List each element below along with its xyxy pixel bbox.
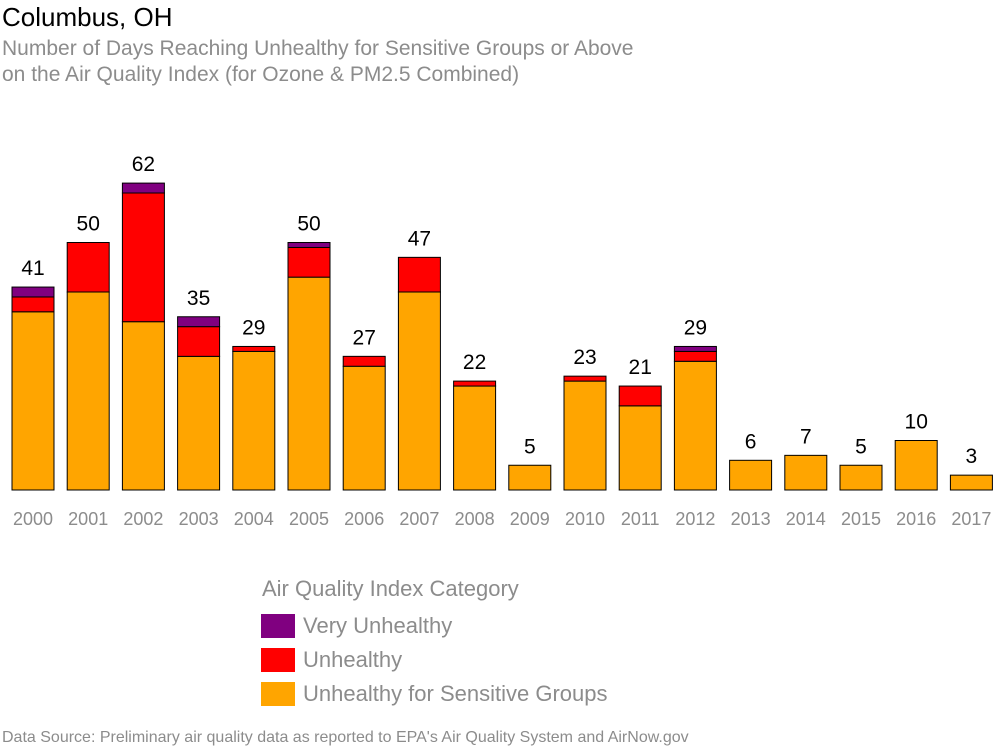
bar-segment-2016-unhealthy-for-sensitive-groups: [894, 440, 938, 491]
data-label-2015: 5: [855, 435, 867, 458]
bar-segment-2005-unhealthy-for-sensitive-groups: [287, 276, 331, 491]
bar-segment-2006-unhealthy-for-sensitive-groups: [342, 365, 386, 491]
legend-swatch-unhealthy-sensitive: [261, 682, 295, 706]
data-label-2002: 62: [132, 153, 155, 176]
bar-segment-2010-unhealthy: [563, 375, 607, 382]
data-label-2000: 41: [21, 257, 44, 280]
bar-segment-2002-unhealthy-for-sensitive-groups: [121, 321, 165, 491]
bar-segment-2003-very-unhealthy: [177, 316, 221, 328]
x-tick-label-2008: 2008: [455, 509, 495, 529]
data-label-2003: 35: [187, 287, 210, 310]
bar-segment-2007-unhealthy: [397, 256, 441, 293]
bar-segment-2012-unhealthy-for-sensitive-groups: [673, 360, 717, 491]
bar-segment-2001-unhealthy: [66, 242, 110, 293]
x-tick-label-2005: 2005: [289, 509, 329, 529]
chart-title: Columbus, OH: [2, 2, 173, 32]
data-label-2009: 5: [524, 435, 536, 458]
bar-segment-2014-unhealthy-for-sensitive-groups: [784, 454, 828, 491]
x-tick-label-2016: 2016: [896, 509, 936, 529]
bar-segment-2009-unhealthy-for-sensitive-groups: [508, 464, 552, 491]
bar-segment-2005-unhealthy: [287, 246, 331, 278]
x-tick-label-2013: 2013: [731, 509, 771, 529]
bar-segment-2003-unhealthy: [177, 326, 221, 357]
bar-segment-2013-unhealthy-for-sensitive-groups: [729, 459, 773, 491]
legend-label-very-unhealthy: Very Unhealthy: [303, 613, 453, 638]
bar-segment-2005-very-unhealthy: [287, 242, 331, 248]
bar-segment-2004-unhealthy: [232, 345, 276, 352]
bar-segment-2012-very-unhealthy: [673, 345, 717, 352]
x-tick-label-2002: 2002: [123, 509, 163, 529]
x-tick-label-2011: 2011: [621, 509, 660, 529]
chart-subtitle: Number of Days Reaching Unhealthy for Se…: [2, 36, 634, 88]
bar-segment-2011-unhealthy-for-sensitive-groups: [618, 405, 662, 491]
stacked-bar-chart: 4120005020016220023520032920045020052720…: [11, 153, 993, 529]
x-tick-label-2003: 2003: [179, 509, 219, 529]
data-label-2017: 3: [966, 445, 978, 468]
bar-segment-2003-unhealthy-for-sensitive-groups: [177, 355, 221, 491]
legend-title: Air Quality Index Category: [262, 576, 519, 601]
data-label-2005: 50: [297, 213, 320, 236]
bar-segment-2001-unhealthy-for-sensitive-groups: [66, 291, 110, 491]
data-source-note: Data Source: Preliminary air quality dat…: [2, 729, 689, 746]
bar-segment-2017-unhealthy-for-sensitive-groups: [949, 474, 993, 491]
bar-segment-2008-unhealthy-for-sensitive-groups: [453, 385, 497, 491]
x-tick-label-2004: 2004: [234, 509, 274, 529]
x-tick-label-2014: 2014: [786, 509, 826, 529]
legend-item-unhealthy: Unhealthy: [261, 647, 402, 673]
data-label-2016: 10: [905, 411, 928, 434]
data-label-2004: 29: [242, 316, 265, 339]
bar-segment-2010-unhealthy-for-sensitive-groups: [563, 380, 607, 491]
x-tick-label-2000: 2000: [13, 509, 53, 529]
x-tick-label-2007: 2007: [399, 509, 439, 529]
legend-swatch-unhealthy: [261, 648, 295, 672]
bar-segment-2015-unhealthy-for-sensitive-groups: [839, 464, 883, 491]
bar-segment-2007-unhealthy-for-sensitive-groups: [397, 291, 441, 491]
data-label-2010: 23: [573, 346, 596, 369]
bar-segment-2000-very-unhealthy: [11, 286, 55, 298]
legend-label-unhealthy-sensitive: Unhealthy for Sensitive Groups: [303, 681, 608, 706]
legend-item-unhealthy-sensitive: Unhealthy for Sensitive Groups: [261, 681, 608, 707]
data-label-2014: 7: [800, 425, 812, 448]
bar-segment-2002-very-unhealthy: [121, 182, 165, 194]
legend-swatch-very-unhealthy: [261, 614, 295, 638]
subtitle-line-2: on the Air Quality Index (for Ozone & PM…: [2, 63, 520, 86]
data-label-2012: 29: [684, 316, 707, 339]
x-tick-label-2010: 2010: [565, 509, 605, 529]
data-label-2007: 47: [408, 227, 431, 250]
x-tick-label-2015: 2015: [841, 509, 881, 529]
legend-label-unhealthy: Unhealthy: [303, 647, 403, 672]
subtitle-line-1: Number of Days Reaching Unhealthy for Se…: [2, 37, 634, 60]
x-tick-label-2006: 2006: [344, 509, 384, 529]
bar-segment-2011-unhealthy: [618, 385, 662, 407]
data-label-2006: 27: [353, 326, 376, 349]
bar-segment-2006-unhealthy: [342, 355, 386, 367]
data-label-2011: 21: [629, 356, 652, 379]
bar-segment-2000-unhealthy: [11, 296, 55, 313]
x-tick-label-2001: 2001: [68, 509, 108, 529]
data-label-2001: 50: [77, 213, 100, 236]
x-tick-label-2017: 2017: [951, 509, 991, 529]
x-tick-label-2009: 2009: [510, 509, 550, 529]
x-tick-label-2012: 2012: [675, 509, 715, 529]
bar-segment-2004-unhealthy-for-sensitive-groups: [232, 350, 276, 491]
data-label-2008: 22: [463, 351, 486, 374]
data-label-2013: 6: [745, 430, 757, 453]
bar-segment-2002-unhealthy: [121, 192, 165, 323]
bar-segment-2000-unhealthy-for-sensitive-groups: [11, 311, 55, 491]
legend-item-very-unhealthy: Very Unhealthy: [261, 613, 452, 639]
bar-segment-2012-unhealthy: [673, 350, 717, 362]
bar-segment-2008-unhealthy: [453, 380, 497, 387]
